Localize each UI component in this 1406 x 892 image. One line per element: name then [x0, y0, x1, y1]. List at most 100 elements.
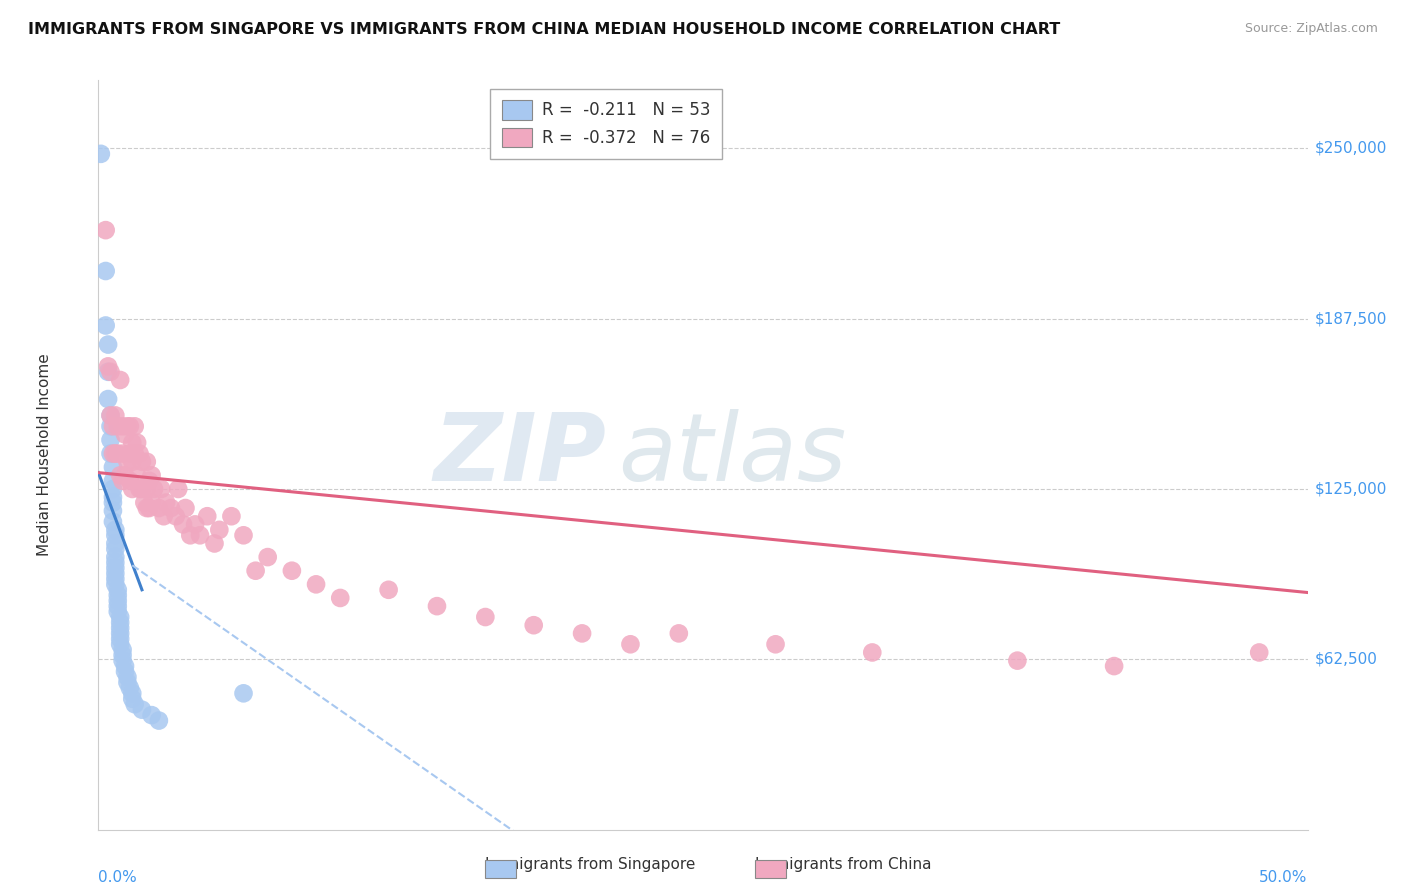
Point [114, 468, 136, 483]
Point [148, 501, 170, 516]
Point [104, 409, 127, 423]
Point [188, 528, 211, 542]
Point [221, 509, 243, 524]
Point [1102, 659, 1125, 673]
Text: $125,000: $125,000 [1315, 482, 1388, 497]
Point [94, 318, 117, 333]
Point [107, 419, 129, 434]
Point [117, 670, 139, 684]
Point [167, 482, 190, 496]
Point [94, 223, 117, 237]
Text: IMMIGRANTS FROM SINGAPORE VS IMMIGRANTS FROM CHINA MEDIAN HOUSEHOLD INCOME CORRE: IMMIGRANTS FROM SINGAPORE VS IMMIGRANTS … [28, 22, 1060, 37]
Point [101, 474, 124, 488]
Point [143, 482, 166, 496]
Point [118, 419, 141, 434]
Point [111, 648, 134, 663]
Point [100, 409, 122, 423]
Point [101, 446, 124, 460]
Point [148, 714, 170, 728]
Point [474, 610, 496, 624]
Point [1249, 645, 1271, 659]
Point [118, 474, 141, 488]
Point [100, 433, 122, 447]
Point [107, 605, 129, 619]
Point [179, 528, 201, 542]
Point [232, 686, 254, 700]
Point [121, 435, 143, 450]
Point [124, 697, 146, 711]
Point [114, 659, 136, 673]
Legend: R =  -0.211   N = 53, R =  -0.372   N = 76: R = -0.211 N = 53, R = -0.372 N = 76 [491, 88, 723, 159]
Point [135, 455, 157, 469]
Text: atlas: atlas [619, 409, 846, 500]
Text: $187,500: $187,500 [1315, 311, 1388, 326]
Point [155, 495, 177, 509]
Point [256, 550, 278, 565]
Text: ZIP: ZIP [433, 409, 606, 501]
Point [107, 599, 129, 614]
Point [150, 482, 173, 496]
Text: $250,000: $250,000 [1315, 141, 1388, 156]
Point [111, 474, 134, 488]
Point [94, 264, 117, 278]
Point [117, 455, 139, 469]
Point [124, 446, 146, 460]
Point [101, 504, 124, 518]
Point [131, 703, 153, 717]
Point [127, 468, 149, 483]
Point [127, 435, 149, 450]
Point [111, 654, 134, 668]
Point [121, 686, 143, 700]
Point [619, 637, 641, 651]
Point [108, 468, 131, 483]
Point [204, 536, 226, 550]
Point [118, 681, 141, 695]
Point [305, 577, 328, 591]
Point [195, 509, 218, 524]
Point [104, 556, 127, 570]
Point [141, 495, 163, 509]
Point [97, 365, 120, 379]
Point [108, 621, 131, 635]
Text: 0.0%: 0.0% [98, 871, 138, 886]
Point [131, 455, 153, 469]
Point [104, 572, 127, 586]
Point [90, 146, 112, 161]
Point [1007, 654, 1029, 668]
Point [281, 564, 304, 578]
Point [97, 337, 120, 351]
Point [117, 675, 139, 690]
Point [141, 708, 163, 723]
Point [101, 482, 124, 496]
Point [165, 509, 187, 524]
Point [668, 626, 690, 640]
Point [124, 419, 146, 434]
Point [121, 455, 143, 469]
Point [571, 626, 593, 640]
Point [101, 460, 124, 475]
Point [138, 501, 160, 516]
Point [101, 515, 124, 529]
Point [104, 528, 127, 542]
Point [114, 665, 136, 679]
Point [100, 365, 122, 379]
Point [107, 593, 129, 607]
Point [377, 582, 399, 597]
Point [523, 618, 546, 632]
Point [152, 509, 174, 524]
Point [107, 582, 129, 597]
Text: Immigrants from China: Immigrants from China [755, 857, 932, 872]
Point [104, 577, 127, 591]
Point [100, 419, 122, 434]
Point [117, 419, 139, 434]
Text: Source: ZipAtlas.com: Source: ZipAtlas.com [1244, 22, 1378, 36]
Point [108, 615, 131, 630]
Point [104, 566, 127, 581]
Point [97, 359, 120, 374]
Point [101, 419, 124, 434]
Point [138, 474, 160, 488]
Text: Immigrants from Singapore: Immigrants from Singapore [485, 857, 696, 872]
Point [108, 610, 131, 624]
Point [101, 490, 124, 504]
Point [141, 468, 163, 483]
